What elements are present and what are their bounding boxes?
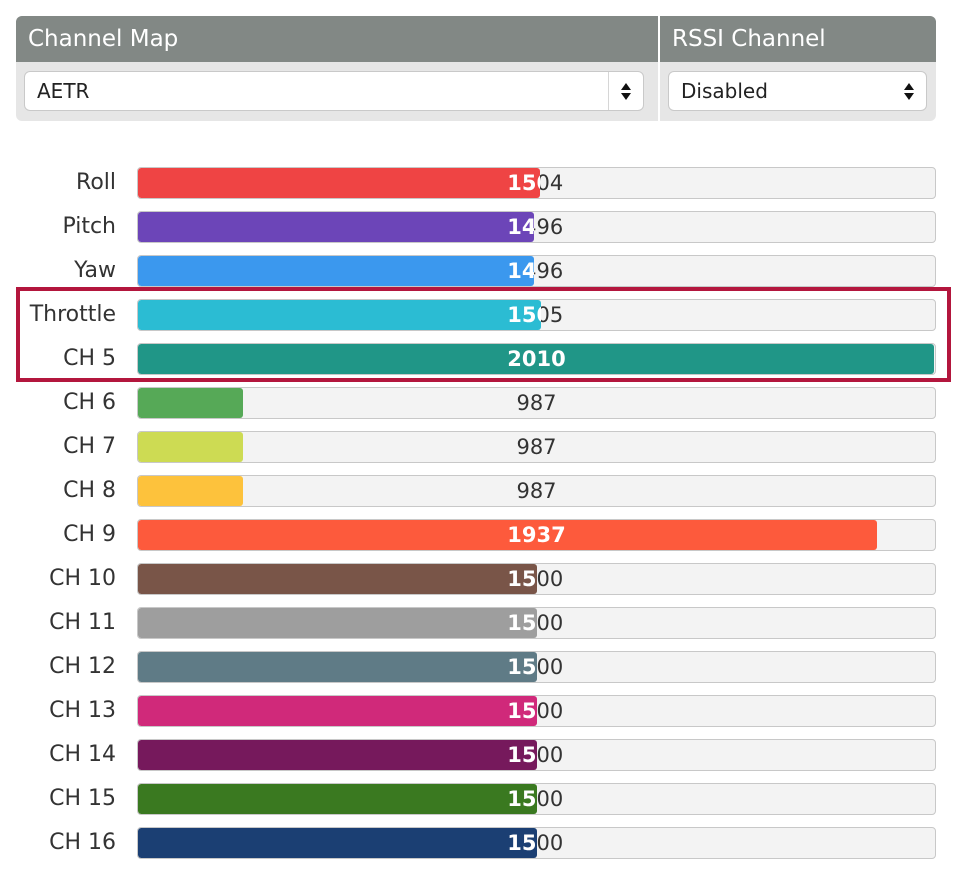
channel-meter: 15001500 [137, 739, 936, 771]
channel-meter: 14961496 [137, 255, 936, 287]
channel-label: CH 15 [49, 786, 116, 811]
channel-row: Yaw 14961496 [0, 254, 966, 288]
channel-value: 987 [516, 391, 557, 415]
channel-meter: 14961496 [137, 211, 936, 243]
channel-row: CH 11 15001500 [0, 606, 966, 640]
channel-label: CH 6 [63, 390, 116, 415]
channel-value-overlay: 1505 [507, 303, 541, 327]
select-arrows-icon [608, 72, 643, 110]
channel-meter-fill: 987 [138, 432, 243, 462]
channel-label: CH 9 [63, 522, 116, 547]
channel-row: CH 14 15001500 [0, 738, 966, 772]
channel-label: CH 10 [49, 566, 116, 591]
channel-meter-fill: 1500 [138, 564, 537, 594]
channel-value-overlay: 1937 [507, 523, 566, 547]
channel-value-overlay: 1496 [507, 259, 534, 283]
channel-label: Roll [76, 170, 116, 195]
channel-row: CH 12 15001500 [0, 650, 966, 684]
channel-row: CH 7 987 987 [0, 430, 966, 464]
channel-row: CH 15 15001500 [0, 782, 966, 816]
channel-meter-fill: 2010 [138, 344, 934, 374]
channel-label: Throttle [29, 302, 116, 327]
channel-row: Roll 15041504 [0, 166, 966, 200]
channel-row: CH 5 20102010 [0, 342, 966, 376]
rssi-channel-selected-value: Disabled [681, 79, 768, 103]
channel-meter-fill: 1496 [138, 256, 534, 286]
channel-value-overlay: 987 [138, 388, 243, 418]
channel-meter-fill: 987 [138, 388, 243, 418]
channel-row: Throttle 15051505 [0, 298, 966, 332]
channel-label: CH 8 [63, 478, 116, 503]
channel-value-overlay: 987 [138, 432, 243, 462]
channel-value-overlay: 1500 [507, 611, 537, 635]
channel-meter-fill: 1937 [138, 520, 877, 550]
channel-meter: 15001500 [137, 651, 936, 683]
channel-meter: 15001500 [137, 563, 936, 595]
channel-meter: 15001500 [137, 827, 936, 859]
channel-meter-fill: 1496 [138, 212, 534, 242]
channel-meter: 987 987 [137, 475, 936, 507]
channel-meter: 15001500 [137, 695, 936, 727]
channel-value-overlay: 1496 [507, 215, 534, 239]
channel-meter-fill: 1500 [138, 608, 537, 638]
channel-row: CH 10 15001500 [0, 562, 966, 596]
channel-value-overlay: 987 [138, 476, 243, 506]
channel-meter-fill: 1504 [138, 168, 540, 198]
channel-row: CH 6 987 987 [0, 386, 966, 420]
channel-value-overlay: 1500 [507, 743, 537, 767]
channel-label: CH 5 [63, 346, 116, 371]
rssi-channel-select[interactable]: Disabled [668, 71, 927, 111]
channel-value: 987 [516, 479, 557, 503]
channel-value-overlay: 1504 [507, 171, 540, 195]
channel-meter: 15001500 [137, 783, 936, 815]
channel-meter: 20102010 [137, 343, 936, 375]
channel-label: CH 14 [49, 742, 116, 767]
channel-label: Pitch [62, 214, 116, 239]
config-header [16, 16, 936, 62]
channel-map-select[interactable]: AETR [24, 71, 644, 111]
channel-label: CH 7 [63, 434, 116, 459]
channel-label: CH 12 [49, 654, 116, 679]
rssi-channel-title: RSSI Channel [672, 26, 826, 52]
channel-label: CH 13 [49, 698, 116, 723]
channel-row: CH 9 19371937 [0, 518, 966, 552]
channel-meter: 987 987 [137, 387, 936, 419]
channel-meter-fill: 1505 [138, 300, 541, 330]
config-divider [658, 16, 660, 121]
channel-row: CH 13 15001500 [0, 694, 966, 728]
channel-value-overlay: 2010 [507, 347, 566, 371]
select-arrows-icon [892, 72, 926, 110]
channel-label: Yaw [74, 258, 116, 283]
channel-meter: 987 987 [137, 431, 936, 463]
channel-meter: 15041504 [137, 167, 936, 199]
channel-map-selected-value: AETR [37, 79, 90, 103]
channel-value-overlay: 1500 [507, 787, 537, 811]
channel-meter: 19371937 [137, 519, 936, 551]
channel-meter: 15051505 [137, 299, 936, 331]
channel-meter-fill: 987 [138, 476, 243, 506]
channel-map-title: Channel Map [28, 26, 179, 52]
channel-meter-fill: 1500 [138, 696, 537, 726]
channel-meter-fill: 1500 [138, 652, 537, 682]
channel-meter: 15001500 [137, 607, 936, 639]
channel-value-overlay: 1500 [507, 699, 537, 723]
channel-value: 987 [516, 435, 557, 459]
channel-meter-fill: 1500 [138, 740, 537, 770]
channel-row: Pitch 14961496 [0, 210, 966, 244]
channel-config-panel: Channel Map RSSI Channel AETR Disabled [16, 16, 936, 121]
channel-row: CH 8 987 987 [0, 474, 966, 508]
channel-meter-fill: 1500 [138, 828, 537, 858]
channel-row: CH 16 15001500 [0, 826, 966, 860]
channel-value-overlay: 1500 [507, 655, 537, 679]
channel-label: CH 11 [49, 610, 116, 635]
channel-value-overlay: 1500 [507, 831, 537, 855]
channel-meter-fill: 1500 [138, 784, 537, 814]
channel-value-overlay: 1500 [507, 567, 537, 591]
channel-label: CH 16 [49, 830, 116, 855]
